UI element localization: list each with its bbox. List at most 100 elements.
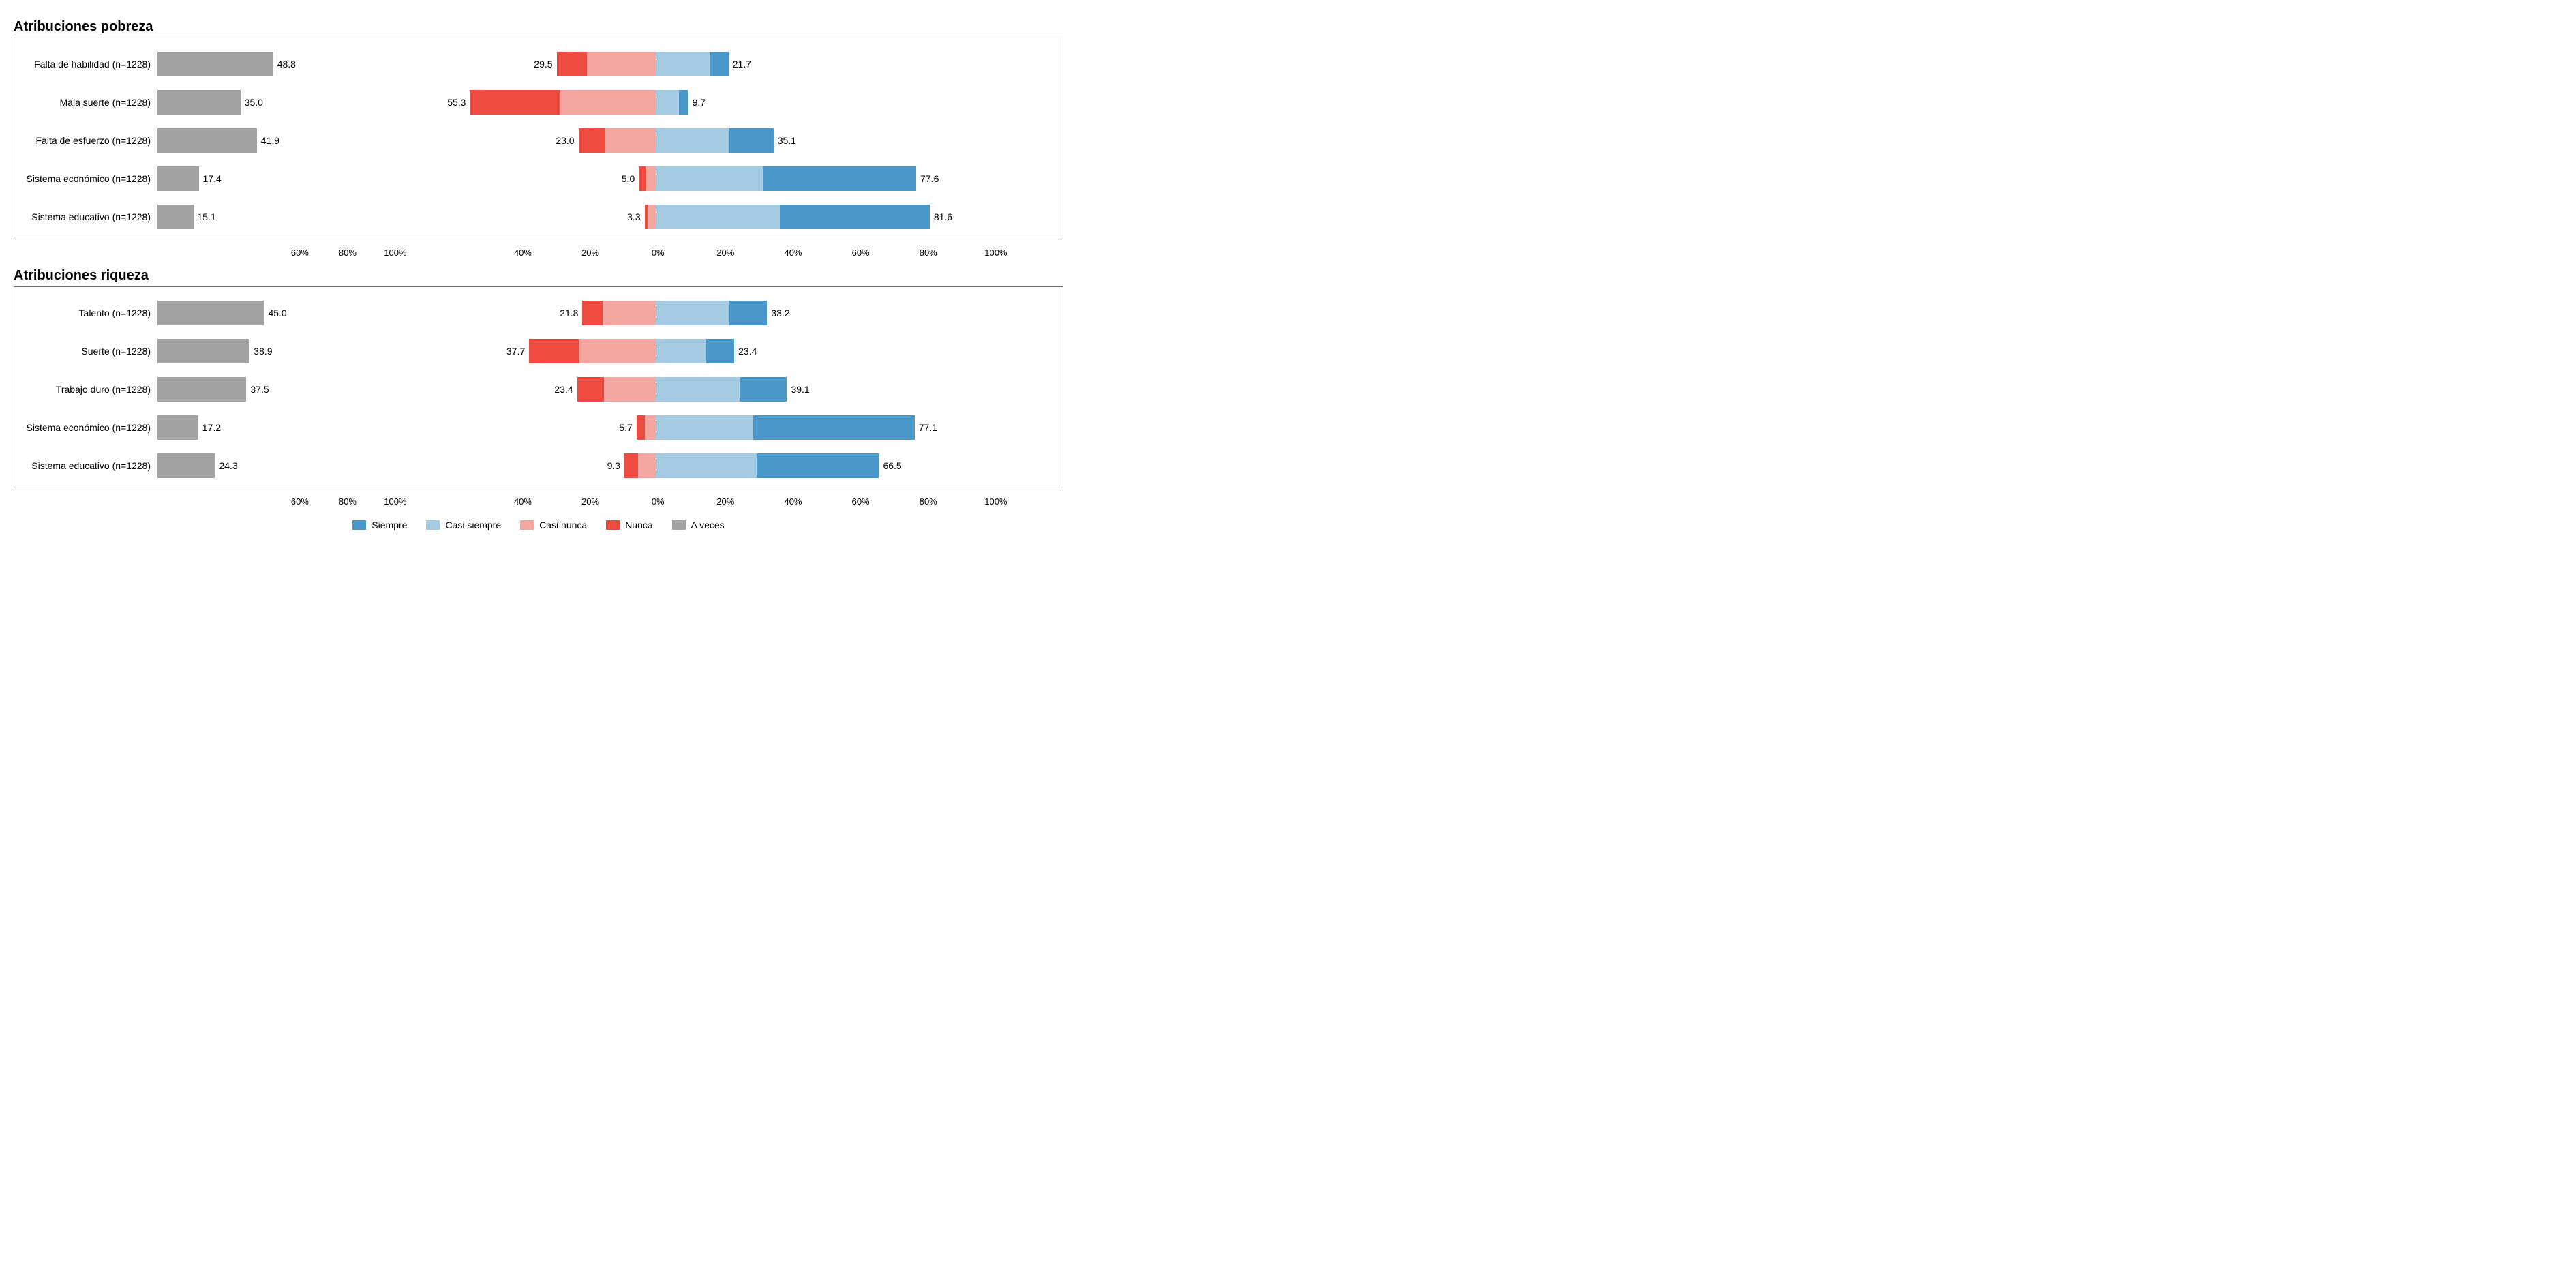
value-positive: 23.4 — [734, 346, 761, 357]
bar-nunca — [470, 90, 560, 115]
category-label: Mala suerte (n=1228) — [14, 83, 157, 121]
bar-casi-siempre — [656, 339, 706, 363]
category-label: Falta de esfuerzo (n=1228) — [14, 121, 157, 160]
bar-casi-nunca — [560, 90, 655, 115]
chart-row: 17.2 5.7 77.1 — [157, 408, 1059, 447]
value-a-veces: 41.9 — [257, 135, 284, 146]
chart-row: 17.45.077.6 — [157, 160, 1059, 198]
value-negative: 5.7 — [615, 422, 636, 433]
chart-row: 35.055.39.7 — [157, 83, 1059, 121]
legend-label: A veces — [691, 520, 725, 530]
axis-tick: 80% — [339, 248, 357, 258]
bar-nunca — [639, 166, 646, 191]
value-a-veces: 45.0 — [264, 308, 290, 318]
value-a-veces: 37.5 — [246, 384, 273, 395]
x-axis: 100%80%60%40%20%0%20%40%60%80%100% — [14, 495, 1063, 510]
axis-tick: 100% — [984, 496, 1007, 507]
bar-siempre — [763, 166, 916, 191]
bar-a-veces — [157, 415, 198, 440]
axis-tick: 100% — [384, 248, 406, 258]
value-negative: 3.3 — [623, 211, 644, 222]
value-positive: 35.1 — [774, 135, 800, 146]
value-a-veces: 48.8 — [273, 59, 300, 70]
legend: SiempreCasi siempreCasi nuncaNuncaA vece… — [14, 520, 1063, 530]
axis-tick: 100% — [984, 248, 1007, 258]
legend-swatch — [606, 520, 620, 530]
bar-nunca — [577, 377, 604, 402]
bar-casi-siempre — [656, 128, 729, 153]
chart-row: 41.923.035.1 — [157, 121, 1059, 160]
bar-casi-nunca — [605, 128, 656, 153]
bar-siempre — [679, 90, 688, 115]
category-label: Suerte (n=1228) — [14, 332, 157, 370]
chart-panel: Falta de habilidad (n=1228)Mala suerte (… — [14, 38, 1063, 239]
value-a-veces: 17.2 — [198, 422, 225, 433]
value-a-veces: 35.0 — [241, 97, 267, 108]
bar-siempre — [780, 205, 930, 229]
bar-casi-siempre — [656, 52, 710, 76]
category-label: Sistema educativo (n=1228) — [14, 198, 157, 236]
bar-siempre — [710, 52, 729, 76]
chart-row: 24.39.366.5 — [157, 447, 1059, 485]
value-negative: 9.3 — [603, 460, 624, 471]
legend-item: Casi siempre — [426, 520, 501, 530]
bar-a-veces — [157, 453, 215, 478]
bar-casi-nunca — [603, 301, 656, 325]
axis-tick: 20% — [716, 496, 734, 507]
bar-casi-siempre — [656, 415, 753, 440]
bar-casi-nunca — [648, 205, 656, 229]
bar-a-veces — [157, 339, 249, 363]
bar-casi-siempre — [656, 205, 780, 229]
value-negative: 37.7 — [502, 346, 529, 357]
category-label: Trabajo duro (n=1228) — [14, 370, 157, 408]
chart-row: 37.5 23.4 39.1 — [157, 370, 1059, 408]
axis-tick: 80% — [920, 496, 937, 507]
legend-swatch — [426, 520, 440, 530]
bar-casi-nunca — [646, 166, 656, 191]
category-label: Falta de habilidad (n=1228) — [14, 45, 157, 83]
bar-nunca — [637, 415, 645, 440]
bar-a-veces — [157, 90, 241, 115]
axis-tick: 60% — [852, 248, 870, 258]
legend-label: Siempre — [372, 520, 407, 530]
value-negative: 23.4 — [550, 384, 577, 395]
axis-tick: 0% — [652, 248, 665, 258]
value-positive: 39.1 — [787, 384, 813, 395]
bar-a-veces — [157, 128, 257, 153]
bar-nunca — [529, 339, 579, 363]
bar-casi-siempre — [656, 166, 763, 191]
bar-a-veces — [157, 52, 273, 76]
bar-casi-siempre — [656, 453, 757, 478]
bar-casi-siempre — [656, 301, 729, 325]
value-negative: 29.5 — [530, 59, 556, 70]
value-positive: 77.1 — [915, 422, 941, 433]
legend-swatch — [672, 520, 686, 530]
bar-a-veces — [157, 166, 199, 191]
value-positive: 33.2 — [767, 308, 793, 318]
axis-tick: 20% — [581, 496, 599, 507]
panel-title: Atribuciones riqueza — [14, 268, 1063, 284]
chart-row: 38.937.723.4 — [157, 332, 1059, 370]
value-positive: 66.5 — [879, 460, 905, 471]
value-positive: 77.6 — [916, 173, 943, 184]
axis-tick: 40% — [514, 248, 532, 258]
value-positive: 81.6 — [930, 211, 956, 222]
legend-label: Casi siempre — [445, 520, 501, 530]
bar-casi-nunca — [645, 415, 656, 440]
legend-label: Nunca — [625, 520, 652, 530]
bar-casi-nunca — [638, 453, 656, 478]
x-axis: 100%80%60%40%20%0%20%40%60%80%100% — [14, 246, 1063, 261]
bar-siempre — [729, 128, 774, 153]
bar-a-veces — [157, 377, 246, 402]
axis-tick: 60% — [291, 248, 309, 258]
bar-casi-nunca — [579, 339, 656, 363]
chart-panel: Talento (n=1228)Suerte (n=1228)Trabajo d… — [14, 286, 1063, 488]
category-label: Sistema económico (n=1228) — [14, 408, 157, 447]
category-label: Sistema educativo (n=1228) — [14, 447, 157, 485]
axis-tick: 80% — [920, 248, 937, 258]
bar-nunca — [579, 128, 605, 153]
bar-a-veces — [157, 301, 264, 325]
chart-row: 48.829.521.7 — [157, 45, 1059, 83]
legend-item: Siempre — [352, 520, 407, 530]
axis-tick: 60% — [291, 496, 309, 507]
